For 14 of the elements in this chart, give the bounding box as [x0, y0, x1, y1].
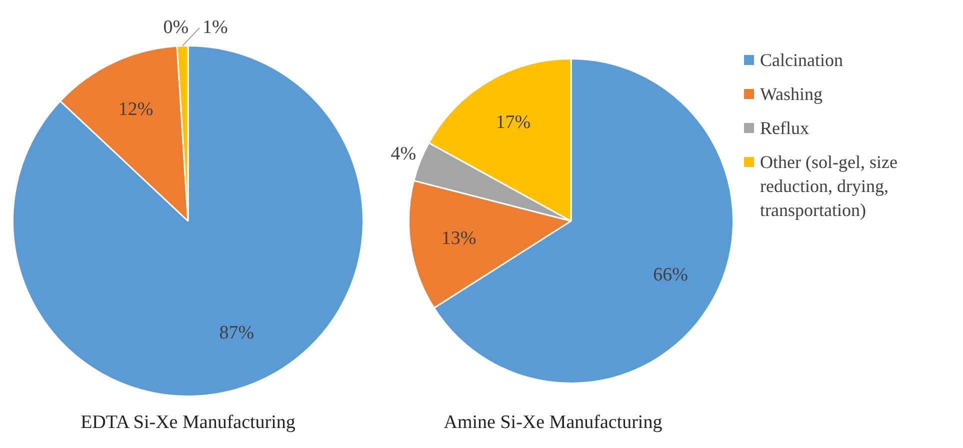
data-label: 87% [219, 322, 254, 344]
text: Amine Si-Xe Manufacturing [444, 412, 662, 434]
legend-label: Other (sol-gel, size reduction, drying, transportation) [760, 151, 898, 222]
legend-label: Reflux [760, 117, 809, 140]
data-label: 12% [118, 98, 154, 120]
data-label: 17% [496, 112, 531, 134]
legend-label: Washing [760, 83, 823, 106]
text: EDTA Si-Xe Manufacturing [80, 412, 296, 434]
text: 0% [163, 17, 189, 38]
legend-label: Calcination [760, 49, 843, 72]
data-label: 66% [653, 264, 688, 286]
data-label: 13% [441, 228, 476, 249]
data-label: 1% [202, 16, 228, 38]
data-label: 4% [390, 144, 416, 165]
